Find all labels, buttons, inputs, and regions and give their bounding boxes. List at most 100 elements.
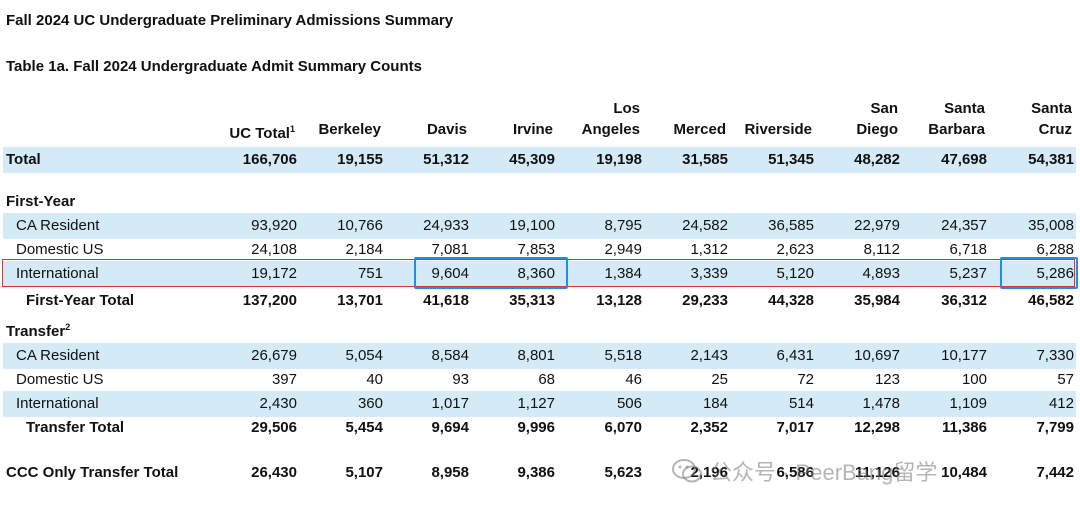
table-cell: 68: [538, 371, 555, 388]
table-cell: 6,431: [776, 347, 814, 364]
table-cell: 24,933: [423, 217, 469, 234]
column-header: Merced: [673, 98, 726, 140]
footnote-marker: 2: [65, 322, 71, 332]
santa-cruz-highlight: [1000, 257, 1078, 289]
column-header-line1: [229, 98, 295, 119]
davis-irvine-highlight: [414, 257, 568, 289]
table-cell: 31,585: [682, 151, 728, 168]
table-cell: 13,128: [596, 292, 642, 309]
column-header-line1: [744, 98, 812, 119]
column-header: Santa Barbara: [928, 98, 985, 140]
column-header: Los Angeles: [582, 98, 640, 140]
row-label: CCC Only Transfer Total: [6, 464, 179, 481]
table-cell: 51,312: [423, 151, 469, 168]
international-row-highlight: [2, 259, 1075, 287]
table-cell: 5,286: [1036, 265, 1074, 282]
table-cell: 1,109: [949, 395, 987, 412]
table-cell: 5,454: [345, 419, 383, 436]
table-cell: 24,357: [941, 217, 987, 234]
table-cell: 3,339: [690, 265, 728, 282]
column-header-line1: [673, 98, 726, 119]
column-header-line2: Barbara: [928, 121, 985, 138]
table-cell: 7,330: [1036, 347, 1074, 364]
table-cell: 6,718: [949, 241, 987, 258]
column-header-line1: [427, 98, 467, 119]
row-label: CA Resident: [16, 347, 100, 364]
table-cell: 137,200: [242, 292, 297, 309]
column-header: Berkeley: [318, 98, 381, 140]
table-cell: 8,795: [604, 217, 642, 234]
table-cell: 7,799: [1036, 419, 1074, 436]
row-label: International: [16, 395, 99, 412]
table-cell: 47,698: [941, 151, 987, 168]
column-header-line2: Merced: [673, 121, 726, 138]
table-cell: 10,697: [854, 347, 900, 364]
table-cell: 184: [702, 395, 728, 412]
watermark: 公众号 · PeerBang留学: [672, 455, 937, 487]
table-cell: 412: [1048, 395, 1074, 412]
column-header-line1: San: [870, 100, 898, 117]
row-label: Domestic US: [16, 371, 104, 388]
table-cell: 72: [797, 371, 814, 388]
column-header-line2: Diego: [856, 121, 898, 138]
column-header: UC Total1: [229, 98, 295, 144]
row-shading: [3, 147, 1076, 173]
table-cell: 2,184: [345, 241, 383, 258]
table-cell: 7,442: [1036, 464, 1074, 481]
column-header-line2: Riverside: [744, 121, 812, 138]
table-cell: 9,694: [431, 419, 469, 436]
table-cell: 57: [1057, 371, 1074, 388]
table-cell: 29,506: [251, 419, 297, 436]
table-cell: 8,801: [517, 347, 555, 364]
table-cell: 8,958: [431, 464, 469, 481]
column-header-line2: Cruz: [1038, 121, 1072, 138]
table-cell: 1,478: [862, 395, 900, 412]
table-cell: 514: [788, 395, 814, 412]
row-shading: [3, 391, 1076, 417]
table-cell: 93: [452, 371, 469, 388]
row-shading: [3, 213, 1076, 239]
column-header-line1: [513, 98, 553, 119]
table-cell: 19,198: [596, 151, 642, 168]
row-label: International: [16, 265, 99, 282]
table-cell: 35,984: [854, 292, 900, 309]
row-shading: [3, 343, 1076, 369]
table-cell: 123: [874, 371, 900, 388]
table-cell: 8,360: [517, 265, 555, 282]
table-cell: 7,853: [517, 241, 555, 258]
table-cell: 19,155: [337, 151, 383, 168]
column-header: Irvine: [513, 98, 553, 140]
column-header: San Diego: [856, 98, 898, 140]
table-cell: 5,518: [604, 347, 642, 364]
table-cell: 9,386: [517, 464, 555, 481]
table-cell: 29,233: [682, 292, 728, 309]
column-header: Riverside: [744, 98, 812, 140]
column-header: Santa Cruz: [1031, 98, 1072, 140]
table-cell: 40: [366, 371, 383, 388]
table-cell: 7,017: [776, 419, 814, 436]
table-cell: 100: [961, 371, 987, 388]
table-cell: 5,054: [345, 347, 383, 364]
column-header-line1: Los: [613, 100, 640, 117]
table-cell: 45,309: [509, 151, 555, 168]
table-cell: 10,177: [941, 347, 987, 364]
section-heading: First-Year: [6, 193, 76, 210]
row-label: First-Year Total: [26, 292, 135, 309]
table-cell: 44,328: [768, 292, 814, 309]
table-cell: 2,430: [259, 395, 297, 412]
table-cell: 397: [271, 371, 297, 388]
table-cell: 26,430: [251, 464, 297, 481]
table-cell: 1,384: [604, 265, 642, 282]
table-cell: 46: [625, 371, 642, 388]
table-cell: 7,081: [431, 241, 469, 258]
table-cell: 93,920: [251, 217, 297, 234]
column-header-line1: [318, 98, 381, 119]
column-header-line2: Berkeley: [318, 121, 381, 138]
table-cell: 1,017: [431, 395, 469, 412]
column-header-line2: Davis: [426, 121, 467, 138]
table-cell: 13,701: [337, 292, 383, 309]
table-cell: 2,352: [690, 419, 728, 436]
table-cell: 24,108: [251, 241, 297, 258]
table-cell: 10,484: [941, 464, 987, 481]
table-cell: 5,237: [949, 265, 987, 282]
